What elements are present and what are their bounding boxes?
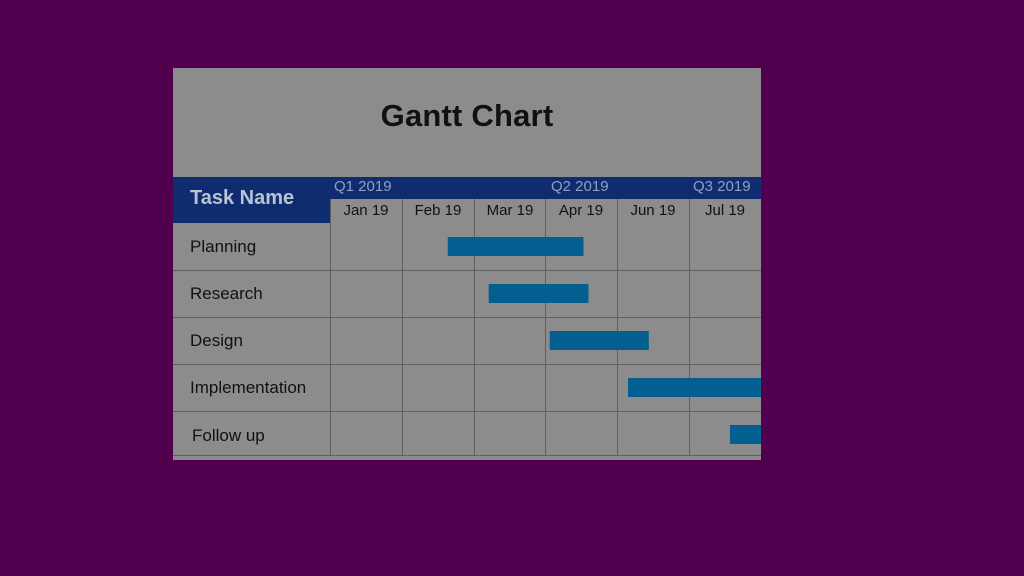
month-label-apr: Apr 19 xyxy=(558,202,604,219)
month-label-mar: Mar 19 xyxy=(486,202,534,219)
month-label-jan: Jan 19 xyxy=(343,202,389,219)
gantt-card: Gantt Chart Task Name Q1 2019 Q2 2019 Q3… xyxy=(173,68,761,460)
task-label-implementation: Implementation xyxy=(190,378,307,397)
quarter-label-q3: Q3 2019 xyxy=(693,178,751,195)
task-label-research: Research xyxy=(190,284,263,303)
task-bar-implementation xyxy=(628,378,761,397)
month-label-feb: Feb 19 xyxy=(414,202,462,219)
task-label-follow-up: Follow up xyxy=(192,426,265,445)
quarter-label-q1: Q1 2019 xyxy=(334,178,392,195)
gantt-grid xyxy=(173,199,761,456)
task-label-planning: Planning xyxy=(190,237,257,256)
month-label-jun: Jun 19 xyxy=(630,202,676,219)
task-bar-follow-up xyxy=(729,425,761,444)
task-bar-research xyxy=(488,284,589,303)
month-label-jul: Jul 19 xyxy=(704,202,746,219)
task-label-design: Design xyxy=(190,331,243,350)
chart-title: Gantt Chart xyxy=(380,98,554,133)
task-bar-design xyxy=(549,331,649,350)
task-bar-planning xyxy=(447,237,584,256)
quarter-label-q2: Q2 2019 xyxy=(551,178,609,195)
task-name-header: Task Name xyxy=(190,187,295,209)
